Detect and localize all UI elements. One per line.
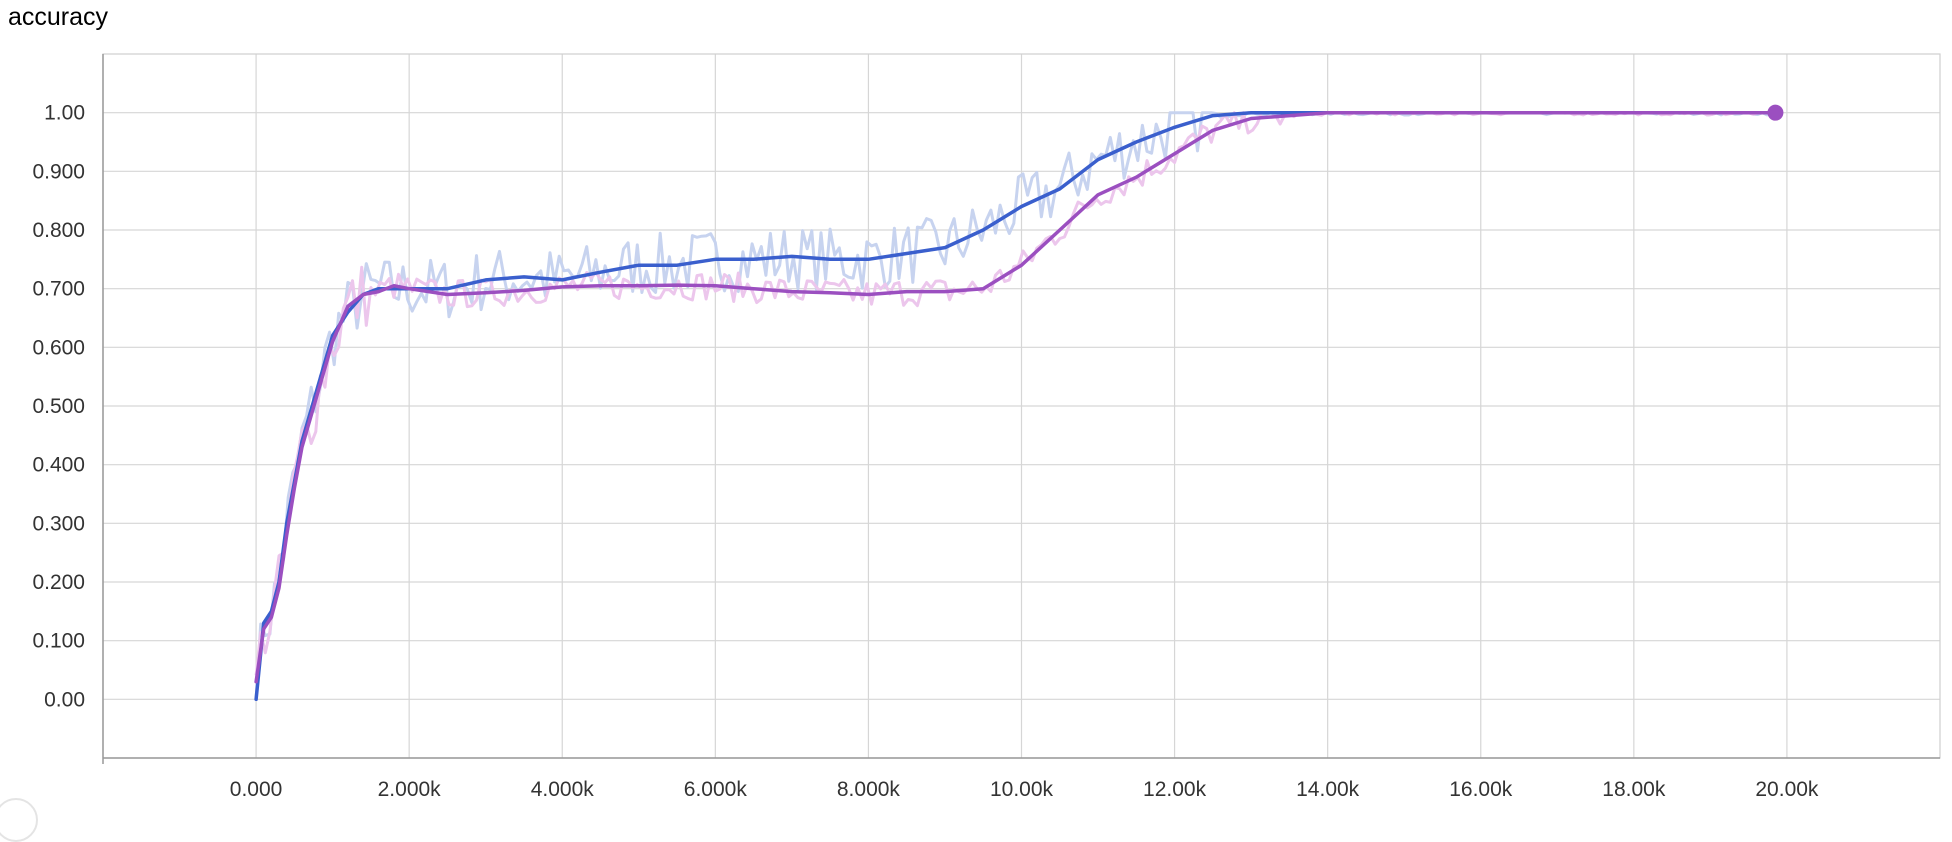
chart-title: accuracy <box>8 3 109 31</box>
x-tick-label: 4.000k <box>531 778 595 801</box>
smoothed-series <box>254 104 1784 702</box>
x-tick-label: 12.00k <box>1143 778 1207 801</box>
x-tick-label: 18.00k <box>1602 778 1666 801</box>
x-tick-label: 8.000k <box>837 778 901 801</box>
y-tick-label: 0.700 <box>32 278 85 301</box>
tick-labels: 0.00 0.100 0.200 0.300 0.400 0.500 0.600 0.700 0… <box>32 102 1818 801</box>
line-chart: 0.00 0.100 0.200 0.300 0.400 0.500 0.600 0.700 0… <box>32 53 1941 801</box>
end-point-marker <box>1767 104 1784 121</box>
x-tick-label: 16.00k <box>1449 778 1513 801</box>
x-tick-label: 14.00k <box>1296 778 1360 801</box>
x-tick-label: 0.000 <box>230 778 283 801</box>
settings-button[interactable] <box>0 798 38 842</box>
y-tick-label: 0.100 <box>32 630 85 653</box>
x-tick-label: 10.00k <box>990 778 1054 801</box>
y-tick-label: 1.00 <box>44 102 85 125</box>
y-tick-label: 0.400 <box>32 454 85 477</box>
raw-line-1 <box>254 111 1772 676</box>
y-tick-label: 0.900 <box>32 160 85 183</box>
axes <box>102 53 1941 764</box>
series-line-1 <box>254 110 1778 684</box>
grid-lines <box>103 54 1940 758</box>
x-tick-label: 20.00k <box>1755 778 1819 801</box>
x-tick-label: 2.000k <box>378 778 442 801</box>
y-tick-label: 0.200 <box>32 571 85 594</box>
y-tick-label: 0.600 <box>32 336 85 359</box>
x-tick-label: 6.000k <box>684 778 748 801</box>
y-tick-label: 0.00 <box>44 688 85 711</box>
y-tick-label: 0.500 <box>32 395 85 418</box>
y-tick-label: 0.300 <box>32 512 85 535</box>
y-tick-label: 0.800 <box>32 219 85 242</box>
